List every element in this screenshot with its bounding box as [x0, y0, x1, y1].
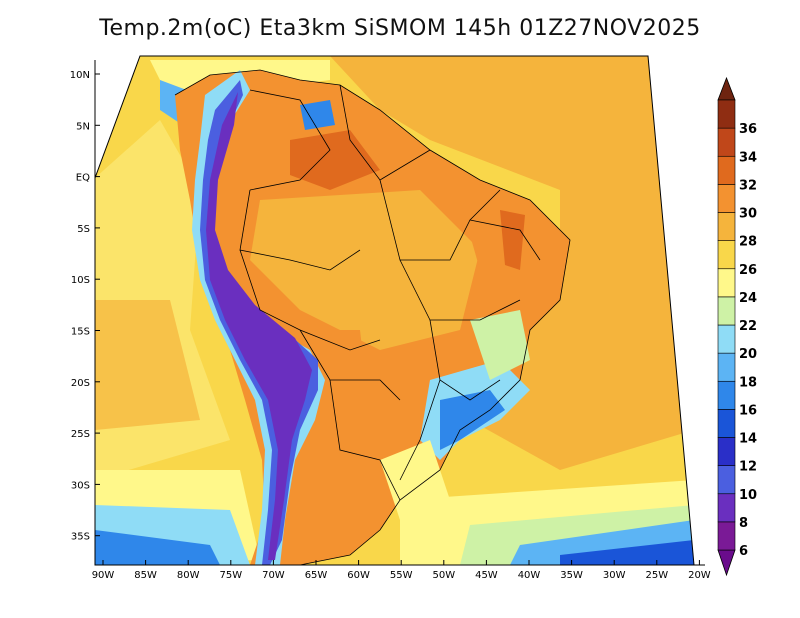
lat-label-25s: 25S [71, 429, 90, 440]
lon-label-50w: 50W [432, 570, 455, 581]
colorbar-segment [717, 324, 736, 354]
lon-label-65w: 65W [305, 570, 328, 581]
map-title: Temp.2m(oC) Eta3km SiSMOM 145h 01Z27NOV2… [99, 16, 701, 41]
longitude-axis: 90W 85W 80W 75W 70W 65W 60W 55W 50W 45W 40W 35W 30W 2… [92, 560, 711, 581]
colorbar-segment [717, 493, 736, 523]
latitude-axis: 10N 5N EQ 5S 10S 15S 20S 25S 30S 35S [70, 70, 100, 543]
amazon-interior [250, 190, 480, 350]
colorbar-label-32: 32 [739, 178, 757, 193]
colorbar-label-16: 16 [739, 403, 757, 418]
colorbar: 6 8 10 12 14 16 18 20 22 24 26 28 30 32 34 36 [717, 76, 757, 577]
colorbar-segment [717, 380, 736, 410]
colorbar-label-20: 20 [739, 347, 757, 362]
colorbar-label-34: 34 [739, 150, 757, 165]
colorbar-label-8: 8 [739, 516, 748, 531]
minas-cool [470, 310, 530, 380]
andes-core-coldest [206, 92, 312, 560]
colorbar-segment [717, 352, 736, 382]
colorbar-segment [717, 184, 736, 213]
lat-label-5n: 5N [76, 121, 90, 132]
colorbar-segment [717, 212, 736, 241]
colorbar-label-28: 28 [739, 235, 757, 250]
colorbar-label-24: 24 [739, 291, 757, 306]
lon-label-90w: 90W [92, 570, 115, 581]
south-pacific-cool-3 [95, 530, 220, 565]
lon-label-70w: 70W [262, 570, 285, 581]
colorbar-segment [717, 155, 736, 185]
lon-label-80w: 80W [177, 570, 200, 581]
lat-label-35s: 35S [71, 532, 90, 543]
colorbar-segment [717, 437, 736, 466]
colorbar-label-22: 22 [739, 319, 757, 334]
colorbar-label-18: 18 [739, 375, 757, 390]
colorbar-label-26: 26 [739, 263, 757, 278]
lat-label-10s: 10S [71, 275, 90, 286]
colorbar-low-arrow [717, 549, 736, 577]
lon-label-55w: 55W [390, 570, 413, 581]
lon-label-75w: 75W [219, 570, 242, 581]
south-atlantic-cool-4 [560, 540, 694, 565]
pacific-warm-patch [95, 300, 200, 430]
colorbar-label-14: 14 [739, 432, 757, 447]
lon-label-35w: 35W [560, 570, 583, 581]
north-hot-core [290, 130, 380, 190]
south-brazil-mild [380, 440, 450, 520]
southeast-brazil-colder [440, 390, 505, 450]
guiana-highlands-cold [300, 100, 335, 130]
colorbar-label-10: 10 [739, 488, 757, 503]
colorbar-segment [717, 99, 736, 129]
northeast-hot-core [500, 210, 525, 270]
lat-label-eq: EQ [76, 173, 90, 184]
colorbar-label-30: 30 [739, 207, 757, 222]
lat-label-15s: 15S [71, 327, 90, 338]
lon-label-60w: 60W [347, 570, 370, 581]
colorbar-segment [717, 127, 736, 157]
lon-label-30w: 30W [603, 570, 626, 581]
lon-label-45w: 45W [475, 570, 498, 581]
lat-label-20s: 20S [71, 378, 90, 389]
colorbar-label-6: 6 [739, 544, 748, 559]
colorbar-segment [717, 521, 736, 551]
country-borders [174, 69, 571, 565]
colorbar-segment [717, 240, 736, 270]
patagonia-warm [280, 460, 340, 560]
colorbar-label-36: 36 [739, 122, 757, 137]
temperature-field [95, 56, 694, 565]
colorbar-segment [717, 268, 736, 298]
colorbar-segment [717, 296, 736, 326]
lon-label-85w: 85W [134, 570, 157, 581]
lon-label-20w: 20W [688, 570, 711, 581]
colorbar-high-arrow [717, 76, 736, 101]
colorbar-label-12: 12 [739, 460, 757, 475]
colorbar-segment [717, 465, 736, 495]
colorbar-segment [717, 409, 736, 438]
lat-label-10n: 10N [70, 70, 90, 81]
lon-label-25w: 25W [645, 570, 668, 581]
lat-label-30s: 30S [71, 480, 90, 491]
lat-label-5s: 5S [77, 224, 90, 235]
atlantic-warm-region [330, 56, 694, 470]
lon-label-40w: 40W [518, 570, 541, 581]
